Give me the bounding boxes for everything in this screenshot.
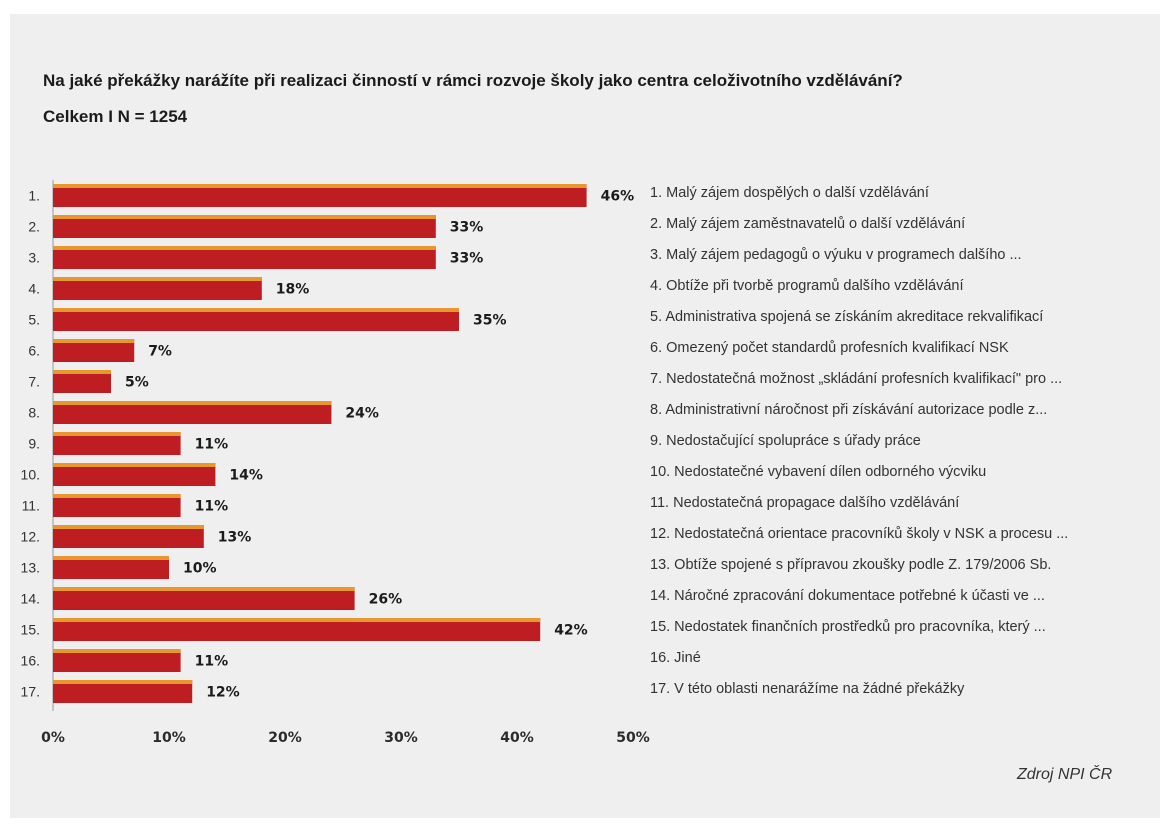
data-label: 24% [345,406,379,422]
chart-title: Na jaké překážky narážíte při realizaci … [43,71,903,90]
data-label: 18% [276,282,310,298]
bar [53,308,459,331]
legend-item: 4. Obtíže při tvorbě programů dalšího vz… [650,278,964,294]
x-tick-label: 0% [41,730,65,746]
bar-highlight [53,494,181,498]
bar [53,680,193,703]
data-label: 33% [450,251,484,267]
data-label: 11% [195,654,229,670]
source-note: Zdroj NPI ČR [1017,766,1113,783]
data-label: 5% [125,375,149,391]
bar [53,618,541,641]
category-label: 4. [28,281,40,297]
bar [53,494,181,517]
data-label: 33% [450,220,484,236]
x-tick-label: 10% [152,730,186,746]
x-tick-label: 20% [268,730,302,746]
bar-highlight [53,618,541,622]
bar [53,587,355,610]
legend-item: 6. Omezený počet standardů profesních kv… [650,340,1009,356]
bar [53,649,181,672]
bar [53,184,587,207]
legend-item: 7. Nedostatečná možnost „skládání profes… [650,371,1063,387]
legend-item: 15. Nedostatek finančních prostředků pro… [650,619,1046,635]
data-label: 10% [183,561,217,577]
category-label: 9. [28,436,40,452]
bar [53,215,436,238]
category-label: 11. [22,498,40,514]
x-tick-label: 40% [500,730,534,746]
bar [53,432,181,455]
bar-highlight [53,401,332,405]
data-label: 14% [229,468,263,484]
legend-item: 14. Náročné zpracování dokumentace potře… [650,588,1045,604]
category-label: 7. [28,374,40,390]
data-label: 42% [554,623,588,639]
category-label: 8. [28,405,40,421]
bar-highlight [53,308,459,312]
bar-highlight [53,277,262,281]
legend-item: 16. Jiné [650,650,701,666]
data-label: 7% [148,344,172,360]
bar-highlight [53,649,181,653]
data-label: 26% [369,592,403,608]
bar-highlight [53,370,111,374]
category-label: 16. [21,653,40,669]
bar-highlight [53,463,216,467]
data-label: 11% [195,437,229,453]
data-label: 46% [601,189,635,205]
legend-item: 11. Nedostatečná propagace dalšího vzděl… [650,495,960,511]
bar [53,370,111,393]
bar-highlight [53,587,355,591]
bar [53,463,216,486]
category-label: 6. [28,343,40,359]
bar [53,401,332,424]
category-label: 10. [21,467,40,483]
category-label: 14. [21,591,40,607]
bar-highlight [53,680,193,684]
chart-subtitle: Celkem I N = 1254 [43,107,188,126]
category-label: 3. [28,250,40,266]
category-label: 13. [21,560,40,576]
legend-item: 2. Malý zájem zaměstnavatelů o další vzd… [650,216,966,232]
legend-item: 17. V této oblasti nenarážíme na žádné p… [650,681,965,697]
legend-item: 13. Obtíže spojené s přípravou zkoušky p… [650,557,1052,573]
data-label: 11% [195,499,229,515]
legend-item: 10. Nedostatečné vybavení dílen odbornéh… [650,464,987,480]
legend-item: 5. Administrativa spojená se získáním ak… [650,309,1044,325]
bar [53,525,204,548]
data-label: 12% [206,685,240,701]
legend-item: 1. Malý zájem dospělých o další vzdělává… [650,185,929,201]
category-label: 1. [28,188,40,204]
bar-highlight [53,246,436,250]
bar [53,246,436,269]
category-label: 2. [28,219,40,235]
bar-highlight [53,215,436,219]
bar [53,556,169,579]
bar-highlight [53,184,587,188]
legend-item: 9. Nedostačující spolupráce s úřady prác… [650,433,921,449]
bar [53,277,262,300]
bar [53,339,135,362]
data-label: 13% [218,530,252,546]
x-tick-label: 50% [616,730,650,746]
bar-highlight [53,339,135,343]
chart-legend: 1. Malý zájem dospělých o další vzdělává… [650,182,1068,709]
legend-item: 8. Administrativní náročnost při získává… [650,402,1048,418]
category-label: 12. [21,529,40,545]
category-label: 17. [21,684,40,700]
bar-highlight [53,432,181,436]
x-tick-label: 30% [384,730,418,746]
category-label: 5. [28,312,40,328]
legend-item: 12. Nedostatečná orientace pracovníků šk… [650,526,1069,542]
bar-highlight [53,556,169,560]
category-label: 15. [21,622,40,638]
legend-item: 3. Malý zájem pedagogů o výuku v program… [650,247,1022,263]
bar-highlight [53,525,204,529]
data-label: 35% [473,313,507,329]
